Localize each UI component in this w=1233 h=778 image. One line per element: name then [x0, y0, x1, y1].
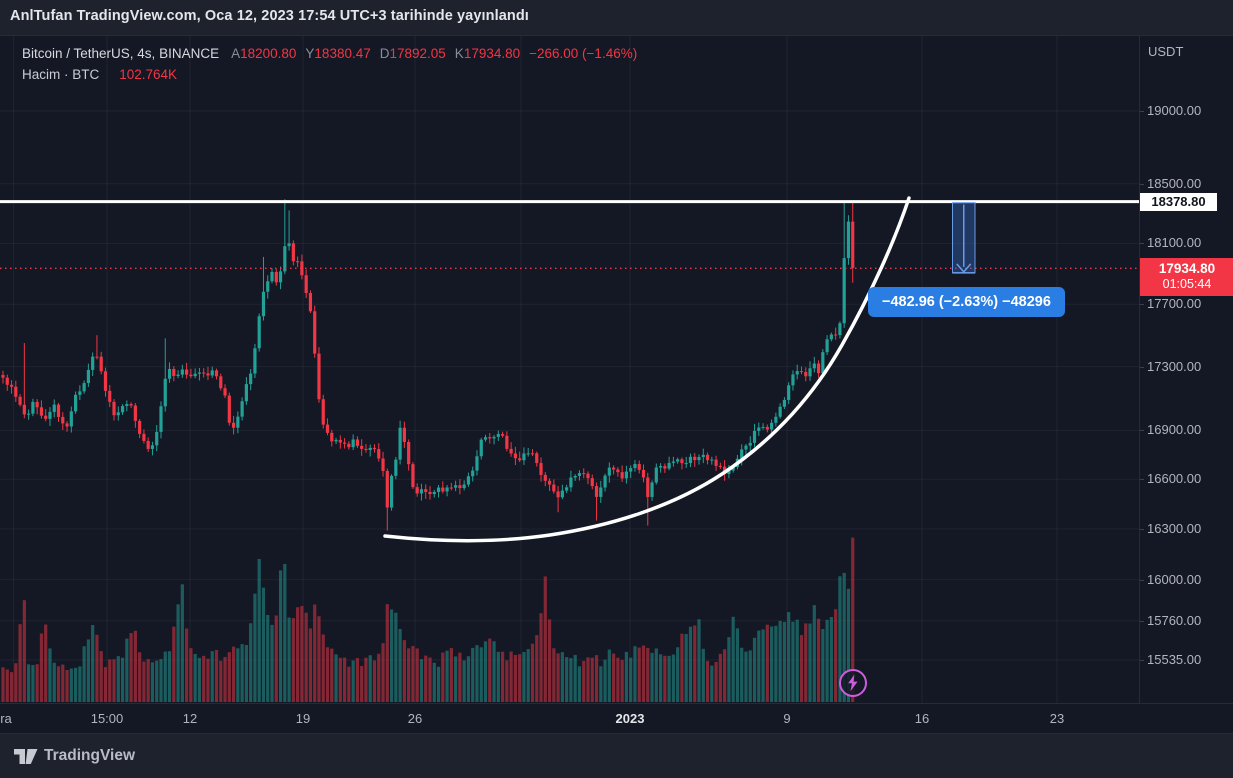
- legend-volume-row[interactable]: Hacim · BTC 102.764K: [22, 66, 637, 87]
- low-value: 17892.05: [389, 46, 446, 61]
- last-price-tag: 17934.80 01:05:44: [1140, 258, 1233, 296]
- price-axis-label: 16000.00: [1147, 571, 1202, 587]
- price-axis-tick: [1140, 304, 1144, 306]
- open-label: A: [231, 46, 241, 61]
- tradingview-brand-text[interactable]: TradingView: [44, 747, 136, 764]
- resistance-price-tag: 18378.80: [1140, 193, 1217, 211]
- price-axis-tick: [1140, 579, 1144, 581]
- price-axis-tick: [1140, 183, 1144, 185]
- rounded-bottom-curve[interactable]: [383, 196, 911, 543]
- candlestick-series: [1, 199, 855, 531]
- time-axis-label: 12: [182, 711, 198, 726]
- volume-label: Hacim · BTC: [22, 67, 100, 82]
- close-value: 17934.80: [463, 46, 521, 61]
- legend-symbol-row[interactable]: Bitcoin / TetherUS, 4s, BINANCE A18200.80…: [22, 45, 637, 66]
- change-value: −266.00 (−1.46%): [529, 46, 638, 61]
- price-axis-label: 17300.00: [1147, 358, 1202, 374]
- quote-currency-label: USDT: [1148, 44, 1184, 59]
- time-axis-label: 15:00: [90, 711, 124, 726]
- volume-value: 102.764K: [119, 67, 178, 82]
- publication-header: AnlTufan TradingView.com, Oca 12, 2023 1…: [0, 0, 1233, 36]
- price-axis-tick: [1140, 479, 1144, 481]
- price-axis-label: 19000.00: [1147, 103, 1202, 118]
- measure-tool[interactable]: [952, 202, 976, 274]
- time-axis-label: 2023: [615, 711, 645, 726]
- time-axis-label: ra: [0, 711, 12, 726]
- high-value: 18380.47: [314, 46, 371, 61]
- price-axis-tick: [1140, 660, 1144, 661]
- price-axis-label: 15535.00: [1147, 652, 1202, 667]
- price-axis-label: 18500.00: [1147, 175, 1202, 191]
- price-axis[interactable]: USDT 18378.80 17934.80 01:05:44 19000.00…: [1139, 36, 1233, 733]
- price-axis-label: 16300.00: [1147, 520, 1202, 536]
- footer-bar: TradingView: [0, 733, 1233, 778]
- chart-legend[interactable]: Bitcoin / TetherUS, 4s, BINANCE A18200.80…: [22, 45, 637, 87]
- time-axis-label: 23: [1049, 711, 1065, 726]
- low-label: D: [379, 46, 390, 61]
- time-axis[interactable]: ra 15:00 12 19 26 2023 9 16 23: [0, 703, 1233, 733]
- price-chart-canvas[interactable]: [0, 0, 1139, 733]
- price-axis-tick: [1140, 366, 1144, 368]
- price-axis-label: 17700.00: [1147, 296, 1202, 312]
- volume-bars: [1, 537, 855, 702]
- measure-tool-label[interactable]: −482.96 (−2.63%) −48296: [868, 287, 1065, 317]
- price-axis-label: 16600.00: [1147, 471, 1202, 487]
- price-axis-tick: [1140, 620, 1144, 622]
- time-axis-label: 9: [783, 711, 791, 726]
- price-axis-tick: [1140, 111, 1144, 112]
- open-value: 18200.80: [240, 46, 297, 61]
- tradingview-logo[interactable]: [13, 747, 39, 767]
- price-axis-label: 15760.00: [1147, 612, 1202, 628]
- high-label: Y: [305, 46, 315, 61]
- publication-title: AnlTufan TradingView.com, Oca 12, 2023 1…: [10, 8, 529, 24]
- price-axis-label: 18100.00: [1147, 235, 1202, 251]
- time-axis-label: 26: [407, 711, 423, 726]
- price-axis-tick: [1140, 430, 1144, 432]
- price-axis-tick: [1140, 243, 1144, 245]
- symbol-title[interactable]: Bitcoin / TetherUS, 4s, BINANCE: [22, 46, 220, 61]
- price-axis-label: 16900.00: [1147, 422, 1202, 438]
- time-axis-label: 16: [914, 711, 930, 726]
- lightning-bolt-icon: [848, 674, 858, 692]
- close-label: K: [454, 46, 464, 61]
- last-price-value: 17934.80: [1158, 261, 1216, 276]
- time-axis-label: 19: [295, 711, 311, 726]
- price-axis-tick: [1140, 528, 1144, 530]
- flash-icon[interactable]: [839, 669, 867, 697]
- bar-countdown: 01:05:44: [1162, 277, 1212, 291]
